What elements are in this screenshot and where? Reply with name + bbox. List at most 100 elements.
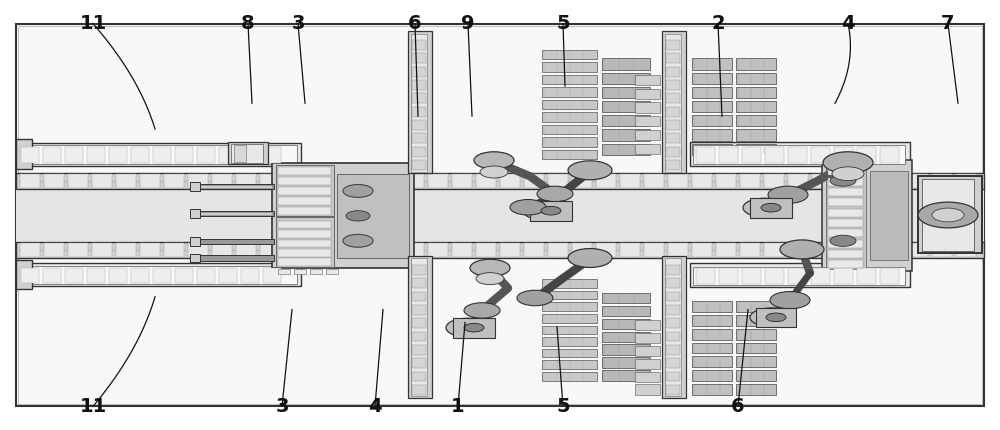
- Text: 8: 8: [241, 14, 255, 33]
- Circle shape: [830, 175, 856, 186]
- Bar: [696, 268, 715, 284]
- Bar: [428, 174, 448, 188]
- Text: 7: 7: [941, 14, 955, 33]
- Circle shape: [343, 234, 373, 247]
- Bar: [602, 129, 650, 141]
- Bar: [278, 167, 331, 175]
- Bar: [932, 174, 952, 188]
- Bar: [666, 80, 680, 90]
- Bar: [602, 357, 650, 368]
- Bar: [788, 174, 808, 188]
- Bar: [542, 100, 597, 109]
- Bar: [635, 359, 660, 369]
- Bar: [692, 356, 732, 367]
- Bar: [666, 292, 680, 301]
- Bar: [884, 243, 904, 257]
- Bar: [68, 243, 88, 257]
- Bar: [635, 130, 660, 140]
- Bar: [666, 133, 680, 143]
- Bar: [44, 243, 64, 257]
- Bar: [21, 268, 39, 283]
- Bar: [765, 147, 784, 163]
- Bar: [412, 332, 426, 341]
- Bar: [736, 343, 776, 353]
- Bar: [602, 101, 650, 112]
- Bar: [716, 243, 736, 257]
- Bar: [308, 243, 328, 257]
- Bar: [219, 147, 237, 163]
- Bar: [278, 221, 331, 228]
- Bar: [692, 174, 712, 188]
- Bar: [956, 174, 976, 188]
- Bar: [740, 174, 760, 188]
- Bar: [742, 268, 761, 284]
- Bar: [542, 75, 597, 84]
- Bar: [828, 219, 863, 227]
- Bar: [692, 301, 732, 312]
- Bar: [412, 40, 426, 50]
- Bar: [922, 217, 974, 251]
- Bar: [412, 305, 426, 315]
- Bar: [542, 302, 597, 311]
- Bar: [542, 337, 597, 346]
- Bar: [542, 326, 597, 334]
- Bar: [453, 318, 495, 338]
- Bar: [834, 147, 853, 163]
- Bar: [828, 250, 863, 258]
- Circle shape: [541, 206, 561, 215]
- Bar: [278, 269, 290, 274]
- Bar: [164, 174, 184, 188]
- Bar: [692, 370, 732, 381]
- Bar: [542, 150, 597, 159]
- Bar: [596, 174, 616, 188]
- Bar: [263, 147, 281, 163]
- Bar: [750, 198, 792, 218]
- Circle shape: [510, 200, 546, 215]
- Bar: [666, 345, 680, 355]
- Bar: [542, 87, 597, 97]
- Bar: [666, 67, 680, 77]
- Bar: [231, 144, 263, 163]
- Bar: [19, 266, 297, 284]
- Bar: [16, 143, 301, 166]
- Bar: [428, 243, 448, 257]
- Bar: [742, 147, 761, 163]
- Bar: [736, 356, 776, 367]
- Circle shape: [464, 323, 484, 332]
- Bar: [212, 243, 232, 257]
- Bar: [16, 189, 984, 242]
- Text: 9: 9: [461, 14, 475, 33]
- Bar: [572, 174, 592, 188]
- Bar: [332, 243, 352, 257]
- Bar: [16, 173, 984, 189]
- Text: 3: 3: [291, 14, 305, 33]
- Bar: [16, 263, 301, 286]
- Bar: [284, 174, 304, 188]
- Bar: [412, 133, 426, 143]
- Bar: [412, 67, 426, 77]
- Bar: [68, 174, 88, 188]
- Bar: [719, 268, 738, 284]
- Bar: [476, 174, 496, 188]
- Bar: [666, 372, 680, 381]
- Bar: [666, 53, 680, 63]
- Bar: [452, 243, 472, 257]
- Bar: [788, 243, 808, 257]
- Bar: [812, 174, 832, 188]
- Bar: [736, 315, 776, 326]
- Bar: [92, 174, 112, 188]
- Bar: [811, 147, 830, 163]
- Bar: [542, 279, 597, 288]
- Bar: [635, 75, 660, 85]
- Bar: [43, 147, 61, 163]
- Bar: [668, 174, 688, 188]
- Bar: [236, 174, 256, 188]
- Bar: [602, 293, 650, 303]
- Bar: [716, 174, 736, 188]
- Bar: [736, 87, 776, 98]
- Bar: [356, 243, 376, 257]
- Circle shape: [517, 290, 553, 306]
- Bar: [87, 268, 105, 283]
- Bar: [884, 174, 904, 188]
- Bar: [263, 268, 281, 283]
